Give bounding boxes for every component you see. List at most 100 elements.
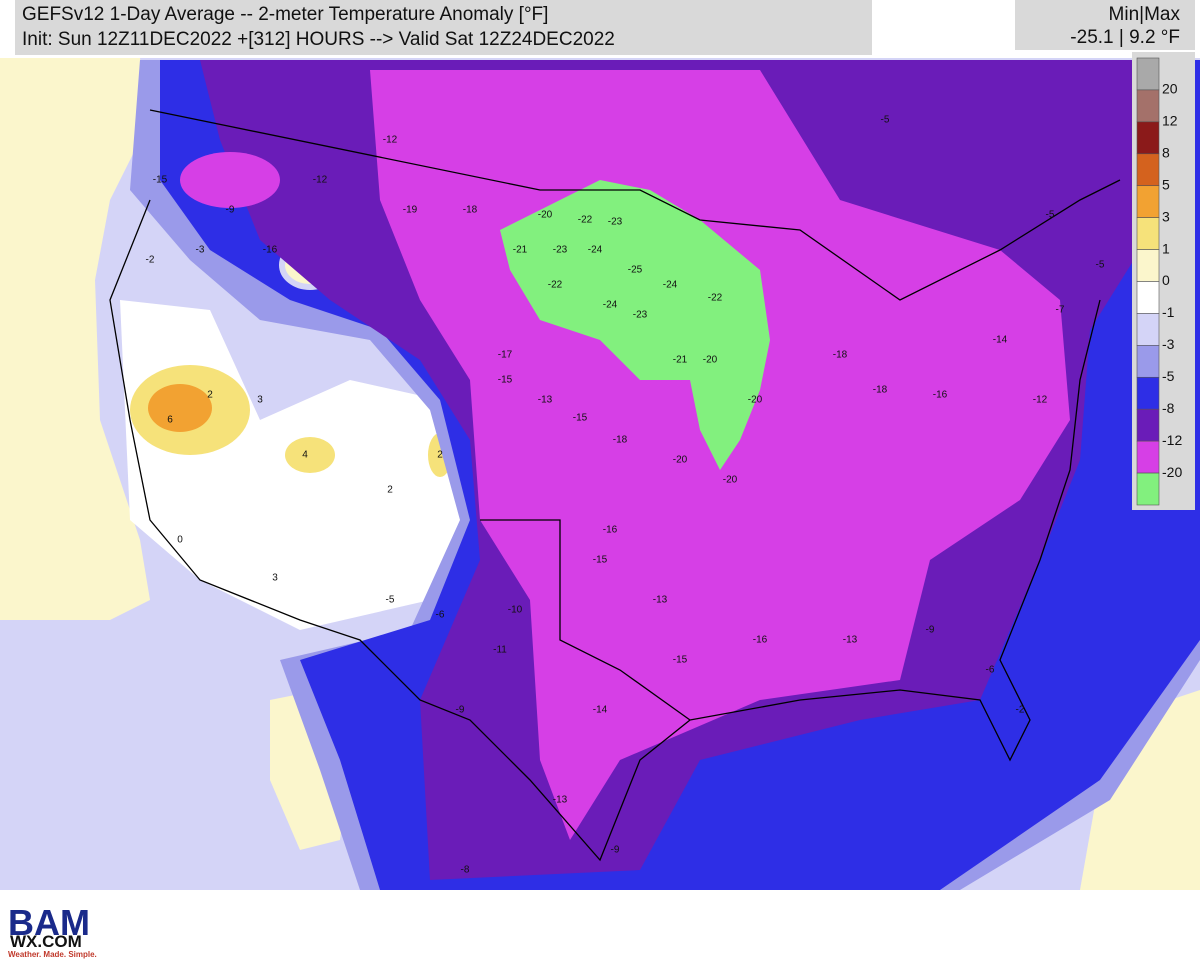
colorbar-label: 1 bbox=[1162, 240, 1170, 256]
contour-label: -18 bbox=[833, 350, 848, 361]
contour-label: -15 bbox=[153, 175, 168, 186]
contour-label: -13 bbox=[538, 395, 553, 406]
color-swatch bbox=[1136, 217, 1160, 250]
contour-label: -18 bbox=[613, 435, 628, 446]
contour-label: -21 bbox=[513, 245, 528, 256]
contour-label: -24 bbox=[588, 245, 603, 256]
contour-label: -20 bbox=[703, 355, 718, 366]
color-swatch bbox=[1136, 376, 1160, 410]
color-swatch bbox=[1136, 345, 1160, 378]
contour-label: -16 bbox=[933, 390, 948, 401]
contour-label: -20 bbox=[748, 395, 763, 406]
color-swatch bbox=[1136, 440, 1160, 474]
colorbar-label: -3 bbox=[1162, 336, 1175, 352]
colorbar-label: 3 bbox=[1162, 208, 1170, 224]
color-swatch bbox=[1136, 121, 1160, 155]
minmax-label: Min|Max bbox=[1109, 4, 1181, 25]
colorbar-label: 5 bbox=[1162, 176, 1170, 192]
color-swatch bbox=[1136, 249, 1160, 282]
contour-label: -16 bbox=[263, 245, 278, 256]
colorbar-label: -12 bbox=[1162, 432, 1182, 448]
contour-label: -18 bbox=[463, 205, 478, 216]
contour-label: -2 bbox=[1016, 705, 1025, 716]
colorbar-label: 20 bbox=[1162, 81, 1178, 97]
contour-label: 2 bbox=[387, 485, 393, 496]
contour-label: 2 bbox=[207, 390, 213, 401]
logo-tagline: Weather. Made. Simple. bbox=[8, 950, 97, 959]
anomaly-area bbox=[500, 180, 770, 470]
colorbar-label: -20 bbox=[1162, 464, 1182, 480]
contour-label: -18 bbox=[873, 385, 888, 396]
contour-label: -5 bbox=[881, 115, 890, 126]
contour-label: -25 bbox=[628, 265, 643, 276]
color-swatch bbox=[1136, 408, 1160, 442]
contour-label: -22 bbox=[578, 215, 593, 226]
logo-site: WX.COM bbox=[10, 932, 82, 951]
minmax-box bbox=[1015, 0, 1195, 50]
contour-label: 0 bbox=[177, 535, 183, 546]
colorbar-label: -5 bbox=[1162, 368, 1175, 384]
color-swatch bbox=[1136, 185, 1160, 218]
contour-label: 2 bbox=[437, 450, 443, 461]
contour-label: -7 bbox=[1056, 305, 1065, 316]
color-swatch bbox=[1136, 153, 1160, 187]
header-subtitle: Init: Sun 12Z11DEC2022 +[312] HOURS --> … bbox=[22, 29, 615, 50]
contour-label: -9 bbox=[226, 205, 235, 216]
contour-label: -11 bbox=[493, 645, 507, 656]
contour-label: -20 bbox=[538, 210, 553, 221]
contour-label: -12 bbox=[1033, 395, 1048, 406]
colorbar-label: 12 bbox=[1162, 113, 1178, 129]
contour-label: -5 bbox=[386, 595, 395, 606]
color-swatch bbox=[1136, 472, 1160, 506]
contour-label: -15 bbox=[573, 413, 588, 424]
map bbox=[0, 58, 1200, 890]
contour-label: -9 bbox=[611, 845, 620, 856]
contour-label: -16 bbox=[753, 635, 768, 646]
contour-label: -15 bbox=[673, 655, 688, 666]
color-swatch bbox=[1136, 281, 1160, 314]
colorbar: 20 12 8 5 3 1 0 -1 -3 -5 -8 -12 -20 bbox=[1136, 57, 1182, 506]
colorbar-label: -8 bbox=[1162, 400, 1175, 416]
anomaly-area bbox=[180, 152, 280, 208]
contour-label: -17 bbox=[498, 350, 513, 361]
contour-label: -9 bbox=[926, 625, 935, 636]
contour-label: -6 bbox=[986, 665, 995, 676]
map-labels: -12-19 -18 -20 -22 -23-21 -23 -24-25-24-22-22-… bbox=[146, 115, 1105, 876]
contour-label: -22 bbox=[708, 293, 723, 304]
minmax-value: -25.1 | 9.2 °F bbox=[1070, 27, 1180, 48]
contour-label: -8 bbox=[461, 865, 470, 876]
color-swatch bbox=[1136, 313, 1160, 346]
header-title: GEFSv12 1-Day Average -- 2-meter Tempera… bbox=[22, 4, 548, 25]
contour-label: -6 bbox=[436, 610, 445, 621]
border-line bbox=[109, 109, 1121, 862]
color-swatch bbox=[1136, 89, 1160, 123]
anomaly-area bbox=[148, 384, 212, 432]
contour-label: -14 bbox=[593, 705, 608, 716]
contour-label: -12 bbox=[313, 175, 328, 186]
contour-label: 6 bbox=[167, 415, 173, 426]
contour-label: -19 bbox=[403, 205, 418, 216]
colorbar-label: -1 bbox=[1162, 304, 1175, 320]
contour-label: -21 bbox=[673, 355, 688, 366]
anomaly-area bbox=[0, 58, 150, 620]
colorbar-label: 0 bbox=[1162, 272, 1170, 288]
contour-label: -13 bbox=[843, 635, 858, 646]
contour-label: -15 bbox=[498, 375, 513, 386]
colorbar-label: 8 bbox=[1162, 144, 1170, 160]
contour-label: -24 bbox=[663, 280, 678, 291]
contour-label: -14 bbox=[993, 335, 1008, 346]
contour-label: -16 bbox=[603, 525, 618, 536]
contour-label: -20 bbox=[723, 475, 738, 486]
contour-label: -9 bbox=[456, 705, 465, 716]
contour-label: -23 bbox=[633, 310, 648, 321]
contour-label: -5 bbox=[1046, 210, 1055, 221]
contour-label: -20 bbox=[673, 455, 688, 466]
contour-label: -13 bbox=[553, 795, 568, 806]
contour-label: 3 bbox=[272, 573, 278, 584]
contour-label: -3 bbox=[196, 245, 205, 256]
contour-label: -24 bbox=[603, 300, 618, 311]
logo-name: BAM bbox=[8, 902, 90, 943]
contour-label: 3 bbox=[257, 395, 263, 406]
